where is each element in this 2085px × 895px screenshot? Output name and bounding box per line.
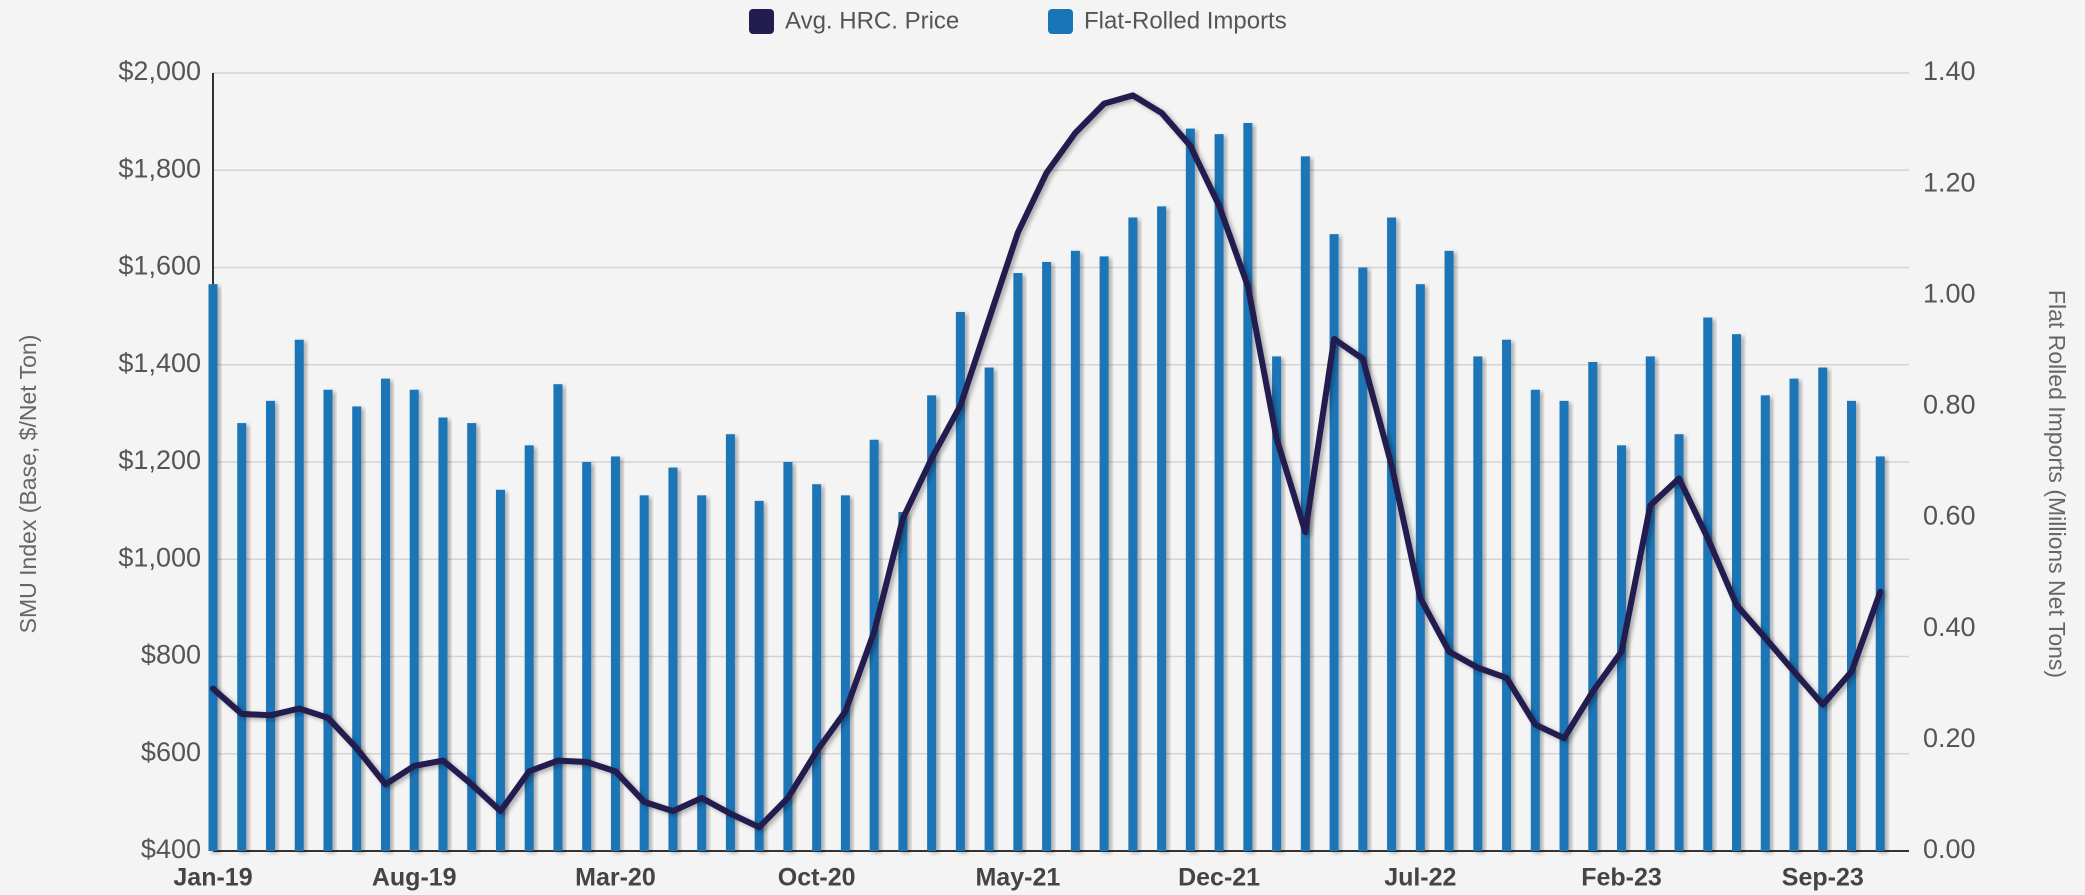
bar bbox=[1760, 395, 1770, 851]
bar bbox=[1847, 400, 1857, 851]
y-tick-label: $400 bbox=[141, 834, 201, 864]
bar bbox=[1732, 334, 1742, 852]
bar bbox=[1387, 217, 1397, 851]
bar bbox=[725, 434, 735, 851]
bar bbox=[984, 367, 994, 851]
legend-label: Avg. HRC. Price bbox=[785, 7, 959, 34]
bar bbox=[1502, 339, 1512, 851]
bar bbox=[898, 512, 908, 851]
bar bbox=[1243, 123, 1253, 851]
y-tick-label: $2,000 bbox=[118, 56, 201, 86]
bar bbox=[582, 462, 592, 851]
x-tick-label: Sep-23 bbox=[1782, 864, 1864, 892]
bar bbox=[1444, 250, 1454, 852]
y2-tick-label: 0.40 bbox=[1923, 612, 1976, 642]
bar bbox=[1042, 261, 1052, 851]
x-tick-label: May-21 bbox=[975, 864, 1060, 892]
bar bbox=[237, 423, 247, 851]
bar bbox=[639, 495, 649, 851]
bar bbox=[1875, 456, 1885, 851]
lines bbox=[210, 92, 1884, 831]
y-tick-label: $600 bbox=[141, 737, 201, 767]
bar bbox=[1013, 273, 1023, 851]
bar bbox=[208, 284, 218, 852]
bar bbox=[323, 389, 333, 851]
bars bbox=[208, 123, 1885, 852]
bar bbox=[265, 400, 275, 851]
bar bbox=[1128, 217, 1138, 851]
y2-tick-label: 0.00 bbox=[1923, 834, 1976, 864]
bar bbox=[955, 311, 965, 851]
bar bbox=[1789, 378, 1799, 851]
bar bbox=[610, 456, 620, 851]
x-tick-label: Aug-19 bbox=[372, 864, 457, 892]
bar bbox=[1300, 156, 1310, 851]
bar bbox=[1559, 400, 1569, 851]
bar bbox=[1214, 134, 1224, 852]
y-tick-label: $800 bbox=[141, 640, 201, 670]
y-tick-label: $1,200 bbox=[118, 445, 201, 475]
y-tick-label: $1,000 bbox=[118, 542, 201, 572]
bar bbox=[553, 384, 563, 851]
y2-tick-label: 0.60 bbox=[1923, 501, 1976, 531]
bar bbox=[1099, 256, 1109, 851]
bar bbox=[1530, 389, 1540, 851]
bar bbox=[1358, 267, 1368, 851]
bar bbox=[352, 406, 362, 851]
bar bbox=[1674, 434, 1684, 851]
bar bbox=[1329, 234, 1339, 851]
bar bbox=[668, 467, 678, 851]
y2-tick-label: 0.20 bbox=[1923, 723, 1976, 753]
legend-swatch bbox=[749, 9, 774, 34]
y2-tick-label: 1.40 bbox=[1923, 56, 1976, 86]
y2-tick-label: 1.00 bbox=[1923, 278, 1976, 308]
bar bbox=[869, 439, 879, 851]
bar bbox=[1645, 356, 1655, 851]
line bbox=[210, 92, 1884, 831]
bar bbox=[783, 462, 793, 851]
bar bbox=[840, 495, 850, 851]
bar bbox=[754, 500, 764, 851]
bar bbox=[495, 489, 505, 851]
bar bbox=[524, 445, 534, 851]
bar bbox=[1588, 361, 1598, 851]
bar bbox=[812, 484, 822, 851]
bar bbox=[467, 423, 477, 851]
bar bbox=[697, 495, 707, 851]
x-tick-label: Jan-19 bbox=[173, 864, 252, 892]
bar bbox=[1473, 356, 1483, 851]
legend-label: Flat-Rolled Imports bbox=[1084, 7, 1287, 34]
legend: Avg. HRC. Price Flat-Rolled Imports bbox=[749, 7, 1287, 34]
bar bbox=[438, 417, 448, 851]
bar bbox=[409, 389, 419, 851]
grid bbox=[212, 72, 1909, 852]
x-tick-label: Feb-23 bbox=[1581, 864, 1662, 892]
labels: $400 $600 $800 $1,000 $1,200 $1,400 $1,600 $1,8… bbox=[118, 56, 1975, 891]
bar bbox=[927, 395, 937, 851]
y2-tick-label: 1.20 bbox=[1923, 167, 1976, 197]
x-tick-label: Jul-22 bbox=[1384, 864, 1456, 892]
x-tick-label: Oct-20 bbox=[778, 864, 856, 892]
bar bbox=[1185, 128, 1195, 852]
y2-tick-label: 0.80 bbox=[1923, 390, 1976, 420]
bar bbox=[1157, 206, 1167, 851]
bar bbox=[1818, 367, 1828, 851]
x-tick-label: Mar-20 bbox=[575, 864, 656, 892]
y-tick-label: $1,600 bbox=[118, 251, 201, 281]
bar bbox=[1703, 317, 1713, 851]
y-axis-title: SMU Index (Base, $/Net Ton) bbox=[15, 335, 41, 634]
x-tick-label: Dec-21 bbox=[1178, 864, 1260, 892]
y2-axis-title: Flat Rolled Imports (Millions Net Tons) bbox=[2044, 290, 2070, 678]
bar bbox=[1272, 356, 1282, 851]
bar bbox=[380, 378, 390, 851]
bar bbox=[294, 339, 304, 851]
legend-swatch bbox=[1048, 9, 1073, 34]
y-tick-label: $1,800 bbox=[118, 153, 201, 183]
bar bbox=[1070, 250, 1080, 852]
bar bbox=[1415, 284, 1425, 852]
y-tick-label: $1,400 bbox=[118, 348, 201, 378]
